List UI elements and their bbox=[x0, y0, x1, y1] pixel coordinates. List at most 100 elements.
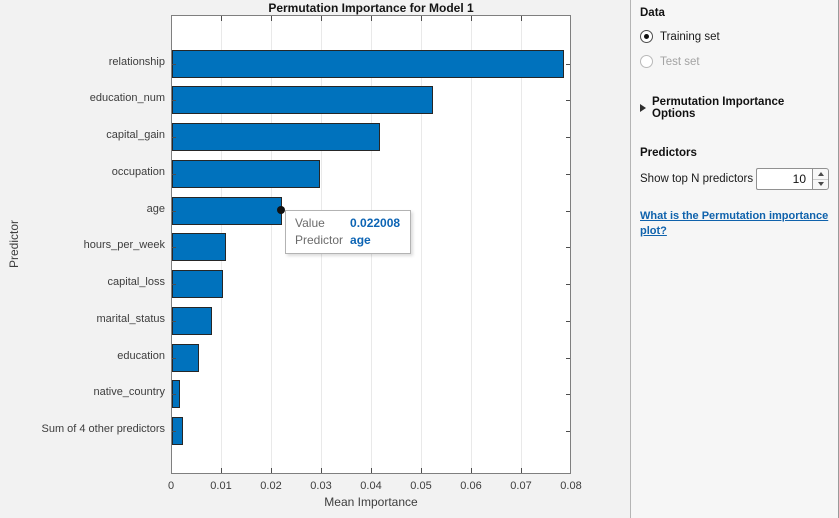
spinner-up-button[interactable] bbox=[813, 169, 828, 179]
y-tick-mark bbox=[566, 284, 570, 285]
bar-relationship[interactable] bbox=[172, 50, 564, 78]
x-tick-mark bbox=[471, 16, 472, 21]
show-top-n-label: Show top N predictors bbox=[640, 173, 754, 185]
gridline bbox=[421, 16, 422, 473]
figure-canvas: Permutation Importance for Model 1 Mean … bbox=[7, 1, 582, 509]
radio-training-set-label: Training set bbox=[660, 30, 720, 43]
x-tick-label: 0.03 bbox=[310, 480, 332, 492]
y-tick-mark bbox=[566, 358, 570, 359]
gridline bbox=[271, 16, 272, 473]
x-tick-mark bbox=[421, 16, 422, 21]
y-tick-mark bbox=[172, 64, 176, 65]
bar-education-num[interactable] bbox=[172, 86, 433, 114]
up-triangle-icon bbox=[817, 171, 824, 176]
permutation-importance-options-expander[interactable]: Permutation Importance Options bbox=[640, 96, 829, 120]
x-tick-mark bbox=[321, 16, 322, 21]
radio-unselected-icon bbox=[640, 55, 653, 68]
predictors-section-title: Predictors bbox=[640, 147, 697, 159]
x-tick-mark bbox=[221, 468, 222, 473]
y-tick-mark bbox=[566, 247, 570, 248]
datatip-value: 0.022008 bbox=[350, 216, 401, 230]
chart-title: Permutation Importance for Model 1 bbox=[268, 1, 474, 15]
y-tick-mark bbox=[172, 174, 176, 175]
down-triangle-icon bbox=[817, 182, 824, 187]
bar-education[interactable] bbox=[172, 344, 199, 372]
y-tick-mark bbox=[566, 431, 570, 432]
side-panel: Data Training set Test set Permutation I… bbox=[630, 0, 839, 518]
x-tick-mark bbox=[471, 468, 472, 473]
gridline bbox=[471, 16, 472, 473]
bar-capital-gain[interactable] bbox=[172, 123, 380, 151]
y-tick-mark bbox=[172, 431, 176, 432]
y-tick-mark bbox=[566, 100, 570, 101]
y-tick-mark bbox=[172, 394, 176, 395]
y-tick-label: native_country bbox=[93, 386, 165, 398]
x-tick-label: 0.08 bbox=[560, 480, 582, 492]
x-tick-label: 0 bbox=[167, 480, 175, 492]
x-tick-label: 0.05 bbox=[410, 480, 432, 492]
x-tick-mark bbox=[521, 468, 522, 473]
radio-selected-icon[interactable] bbox=[640, 30, 653, 43]
top-n-spinner: 10 bbox=[756, 168, 829, 190]
x-axis-label: Mean Importance bbox=[324, 495, 418, 509]
y-tick-label: capital_loss bbox=[107, 276, 165, 288]
y-tick-mark bbox=[566, 321, 570, 322]
bar-hours-per-week[interactable] bbox=[172, 233, 226, 261]
spinner-down-button[interactable] bbox=[813, 178, 828, 190]
y-tick-mark bbox=[566, 211, 570, 212]
bar-marital-status[interactable] bbox=[172, 307, 212, 335]
bar-age[interactable] bbox=[172, 197, 282, 225]
y-tick-label: Sum of 4 other predictors bbox=[41, 423, 165, 435]
x-tick-mark bbox=[271, 468, 272, 473]
y-tick-mark bbox=[172, 100, 176, 101]
right-triangle-icon bbox=[640, 104, 646, 112]
y-tick-mark bbox=[566, 137, 570, 138]
y-tick-label: hours_per_week bbox=[83, 239, 165, 251]
x-tick-mark bbox=[421, 468, 422, 473]
help-link[interactable]: What is the Permutation importance plot? bbox=[640, 210, 829, 238]
datatip[interactable]: Value 0.022008 Predictor age bbox=[285, 210, 412, 254]
radio-test-set: Test set bbox=[640, 54, 829, 69]
y-tick-mark bbox=[172, 321, 176, 322]
x-tick-label: 0.01 bbox=[210, 480, 232, 492]
y-tick-label: education_num bbox=[89, 92, 165, 104]
radio-training-set[interactable]: Training set bbox=[640, 29, 829, 44]
y-tick-label: occupation bbox=[111, 166, 165, 178]
datatip-anchor-dot bbox=[277, 206, 285, 214]
y-tick-mark bbox=[172, 284, 176, 285]
x-tick-label: 0.06 bbox=[460, 480, 482, 492]
show-top-n-row: Show top N predictors 10 bbox=[640, 168, 829, 190]
x-tick-mark bbox=[271, 16, 272, 21]
datatip-predictor: age bbox=[350, 233, 371, 247]
y-tick-label: capital_gain bbox=[106, 129, 165, 141]
x-tick-label: 0.07 bbox=[510, 480, 532, 492]
x-tick-mark bbox=[321, 468, 322, 473]
y-tick-label: relationship bbox=[108, 56, 165, 68]
y-tick-mark bbox=[566, 174, 570, 175]
y-tick-label: marital_status bbox=[96, 313, 165, 325]
y-tick-mark bbox=[172, 137, 176, 138]
datatip-value-label: Value bbox=[295, 216, 325, 230]
x-tick-mark bbox=[521, 16, 522, 21]
y-tick-mark bbox=[172, 247, 176, 248]
x-tick-mark bbox=[371, 16, 372, 21]
radio-test-set-label: Test set bbox=[660, 55, 700, 68]
x-tick-label: 0.04 bbox=[360, 480, 382, 492]
datatip-predictor-label: Predictor bbox=[295, 233, 344, 247]
expander-label: Permutation Importance Options bbox=[652, 96, 785, 120]
top-n-input[interactable]: 10 bbox=[756, 168, 812, 190]
bar-capital-loss[interactable] bbox=[172, 270, 223, 298]
bar-occupation[interactable] bbox=[172, 160, 320, 188]
y-tick-label: education bbox=[117, 350, 165, 362]
y-tick-mark bbox=[566, 64, 570, 65]
x-tick-label: 0.02 bbox=[260, 480, 282, 492]
data-section-title: Data bbox=[640, 7, 665, 19]
y-tick-mark bbox=[172, 358, 176, 359]
plot-area bbox=[171, 15, 571, 474]
x-tick-mark bbox=[221, 16, 222, 21]
y-tick-label: age bbox=[146, 203, 165, 215]
gridline bbox=[521, 16, 522, 473]
x-tick-mark bbox=[371, 468, 372, 473]
y-tick-mark bbox=[172, 211, 176, 212]
